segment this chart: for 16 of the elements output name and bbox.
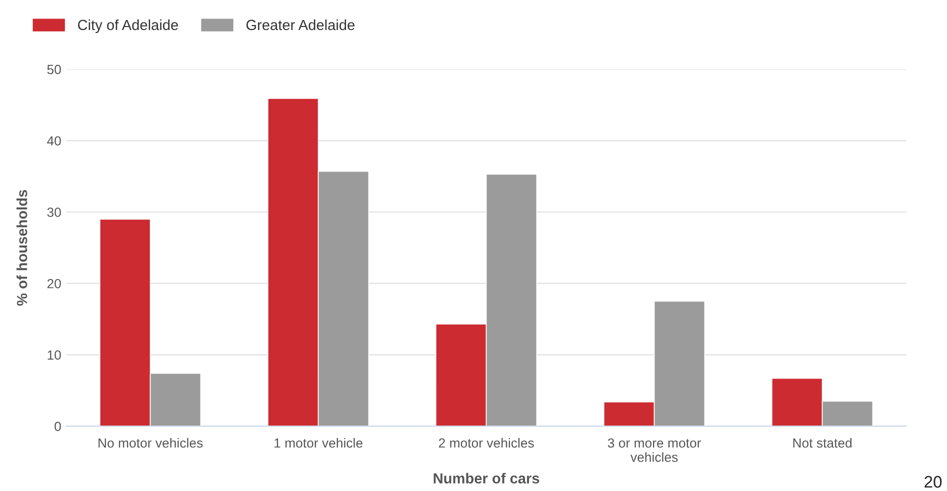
y-tick-label: 40 <box>47 136 61 146</box>
y-tick-label: 30 <box>47 208 61 217</box>
legend-label: City of Adelaide <box>78 19 178 34</box>
legend-label: Greater Adelaide <box>246 19 354 30</box>
x-axis-title: Number of cars <box>434 472 540 484</box>
y-tick-label: 20 <box>47 278 61 288</box>
x-tick-label: No motor vehicles <box>98 438 203 448</box>
x-tick-label: Not stated <box>793 438 852 448</box>
text: 20 <box>924 476 942 488</box>
x-tick-label: 3 or more motor vehicles <box>608 438 701 462</box>
y-tick-label: 50 <box>47 64 61 74</box>
x-tick-label: 1 motor vehicle <box>274 438 362 448</box>
x-tick-label: 2 motor vehicles <box>438 438 534 448</box>
y-tick-label: 10 <box>48 350 61 360</box>
y-tick-label: 0 <box>54 422 61 432</box>
y-axis-title: % of households <box>16 190 28 306</box>
